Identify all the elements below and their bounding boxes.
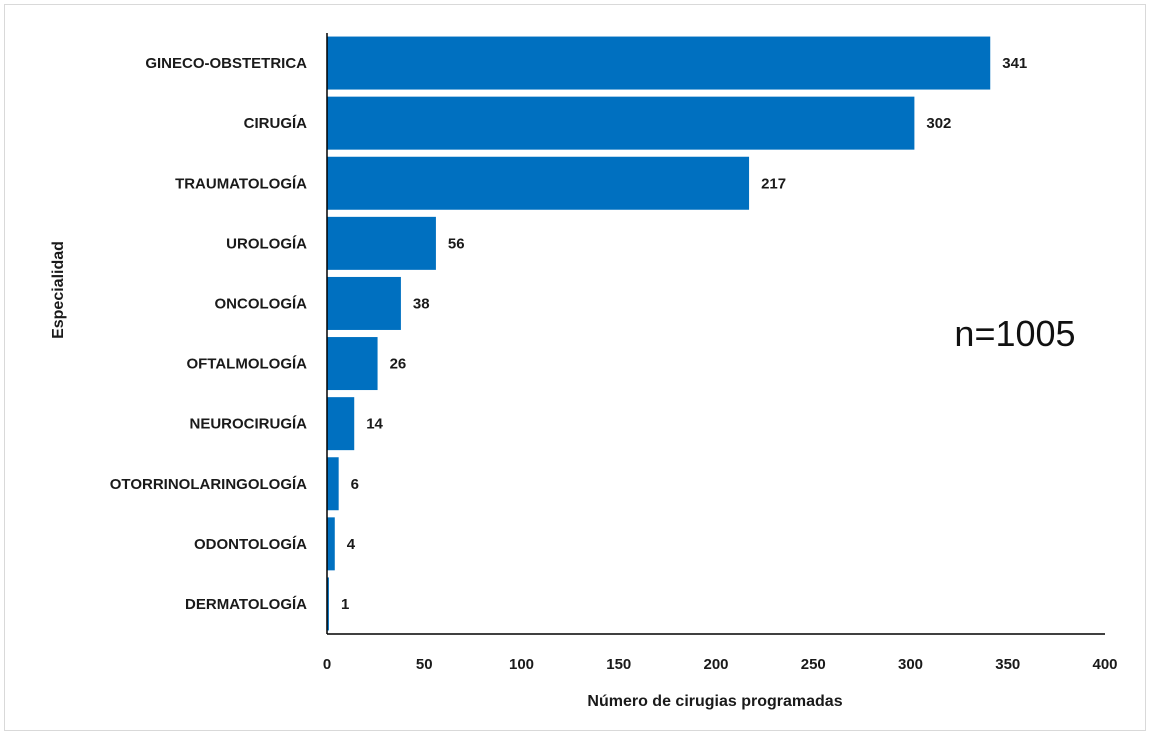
x-tick-label: 300 <box>898 656 923 673</box>
category-label: UROLOGÍA <box>226 235 307 252</box>
value-label: 341 <box>1002 55 1027 72</box>
bar <box>327 276 401 330</box>
sample-size-annotation: n=1005 <box>954 313 1075 354</box>
category-labels-group: GINECO-OBSTETRICA CIRUGÍA TRAUMATOLOGÍA URO… <box>110 55 307 613</box>
value-label: 217 <box>761 175 786 192</box>
value-label: 14 <box>366 416 383 433</box>
bar <box>327 216 436 270</box>
category-label: ONCOLOGÍA <box>215 295 308 312</box>
category-label: OFTALMOLOGÍA <box>186 356 307 373</box>
bar <box>327 96 915 150</box>
value-label: 56 <box>448 235 465 252</box>
value-label: 302 <box>926 115 951 132</box>
bar <box>327 337 378 391</box>
y-axis-title: Especialidad <box>50 241 67 339</box>
value-label: 38 <box>413 295 430 312</box>
x-tick-label: 350 <box>995 656 1020 673</box>
x-tick-label: 250 <box>801 656 826 673</box>
x-tick-label: 200 <box>703 656 728 673</box>
x-ticks-group: 0 50 100 150 200 250 300 350 400 <box>323 656 1118 673</box>
value-label: 26 <box>390 356 407 373</box>
category-label: GINECO-OBSTETRICA <box>145 55 307 72</box>
value-label: 4 <box>347 536 356 553</box>
category-label: NEUROCIRUGÍA <box>189 416 307 433</box>
x-axis-title: Número de cirugias programadas <box>587 693 842 710</box>
bar <box>327 577 329 631</box>
category-label: CIRUGÍA <box>244 115 308 132</box>
x-tick-label: 100 <box>509 656 534 673</box>
bar <box>327 397 355 451</box>
bar <box>327 517 335 571</box>
bar <box>327 457 339 511</box>
bars-group <box>327 36 991 631</box>
x-tick-label: 400 <box>1092 656 1117 673</box>
value-labels-group: 341 302 217 56 38 26 14 6 4 1 <box>341 55 1027 613</box>
bar <box>327 156 750 210</box>
category-label: TRAUMATOLOGÍA <box>175 175 307 192</box>
bar <box>327 36 991 90</box>
value-label: 1 <box>341 596 349 613</box>
x-tick-label: 0 <box>323 656 331 673</box>
category-label: DERMATOLOGÍA <box>185 596 307 613</box>
category-label: ODONTOLOGÍA <box>194 536 307 553</box>
value-label: 6 <box>351 476 359 493</box>
axes-group <box>326 33 1105 635</box>
x-tick-label: 150 <box>606 656 631 673</box>
x-tick-label: 50 <box>416 656 433 673</box>
category-label: OTORRINOLARINGOLOGÍA <box>110 476 307 493</box>
